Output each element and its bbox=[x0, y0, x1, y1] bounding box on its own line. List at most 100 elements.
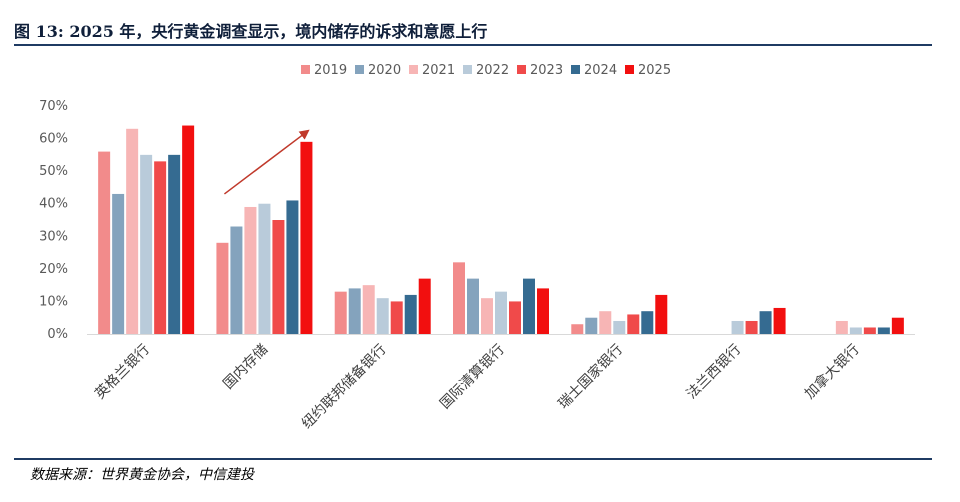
bar bbox=[835, 320, 848, 334]
bar bbox=[348, 288, 361, 334]
bar bbox=[849, 327, 862, 334]
title-divider bbox=[14, 44, 932, 46]
bar bbox=[613, 320, 626, 334]
bar bbox=[98, 151, 111, 334]
bar bbox=[863, 327, 876, 334]
bar bbox=[731, 320, 744, 334]
y-tick-label: 50% bbox=[39, 164, 68, 179]
bar bbox=[745, 320, 758, 334]
legend-item: 2023 bbox=[517, 63, 563, 78]
legend-swatch bbox=[463, 65, 472, 74]
bar bbox=[258, 203, 271, 334]
bar bbox=[453, 262, 465, 334]
bar bbox=[126, 128, 139, 334]
bars bbox=[98, 125, 904, 335]
bar bbox=[523, 278, 535, 334]
legend-label: 2022 bbox=[476, 63, 509, 78]
series-2025 bbox=[182, 125, 904, 335]
y-tick: 20% bbox=[39, 262, 68, 277]
legend-label: 2020 bbox=[368, 63, 401, 78]
legend-label: 2021 bbox=[422, 63, 455, 78]
y-tick-label: 40% bbox=[39, 197, 68, 212]
bar bbox=[599, 311, 612, 334]
bar bbox=[286, 200, 299, 334]
series-2022 bbox=[140, 154, 862, 334]
legend-swatch bbox=[571, 65, 580, 74]
legend-label: 2019 bbox=[314, 63, 347, 78]
bar bbox=[376, 298, 389, 334]
bar bbox=[655, 294, 668, 334]
bar bbox=[537, 288, 549, 334]
bar-chart: 2019 2020 2021 2022 2023 2024 2025 0% 10% 20% 30%… bbox=[39, 63, 915, 432]
legend-item: 2020 bbox=[355, 63, 401, 78]
bar bbox=[300, 141, 313, 334]
bar bbox=[216, 242, 229, 334]
page-title: 图 13: 2025 年，央行黄金调查显示，境内储存的诉求和意愿上行 bbox=[14, 22, 488, 41]
legend-swatch bbox=[517, 65, 526, 74]
y-tick-label: 70% bbox=[39, 99, 68, 114]
x-tick-label: 纽约联邦储备银行 bbox=[298, 341, 389, 432]
bar bbox=[627, 314, 640, 334]
legend-swatch bbox=[301, 65, 310, 74]
legend-swatch bbox=[355, 65, 364, 74]
legend-item: 2021 bbox=[409, 63, 455, 78]
bar bbox=[182, 125, 195, 335]
source-note: 数据来源：世界黄金协会，中信建投 bbox=[30, 467, 254, 483]
y-axis: 0% 10% 20% 30% 40% 50% 60% 70% bbox=[39, 99, 68, 342]
legend-item: 2024 bbox=[571, 63, 617, 78]
bar bbox=[773, 307, 786, 334]
bar bbox=[641, 311, 654, 334]
legend-item: 2022 bbox=[463, 63, 509, 78]
bar bbox=[571, 324, 584, 334]
bar bbox=[404, 294, 417, 334]
y-tick: 0% bbox=[47, 327, 68, 342]
x-axis: 英格兰银行 国内存储 纽约联邦储备银行 国际清算银行 瑞士国家银行 法兰西银行 加拿大银行 bbox=[87, 334, 915, 432]
x-tick-label: 加拿大银行 bbox=[801, 341, 863, 403]
trend-arrow bbox=[223, 129, 310, 195]
series-2023 bbox=[154, 161, 876, 334]
x-tick-label: 国内存储 bbox=[220, 342, 271, 393]
y-tick: 10% bbox=[39, 294, 68, 309]
series-2021 bbox=[126, 128, 848, 334]
x-tick-label: 瑞士国家银行 bbox=[555, 341, 626, 412]
bar bbox=[418, 278, 431, 334]
legend-item: 2019 bbox=[301, 63, 347, 78]
annotations bbox=[223, 129, 310, 195]
bar bbox=[877, 327, 890, 334]
bar bbox=[154, 161, 167, 334]
legend-label: 2023 bbox=[530, 63, 563, 78]
legend-label: 2025 bbox=[638, 63, 671, 78]
bar bbox=[334, 291, 347, 334]
bar bbox=[244, 206, 257, 334]
legend-item: 2025 bbox=[625, 63, 671, 78]
series-2019 bbox=[98, 151, 584, 334]
bar bbox=[390, 301, 403, 334]
legend-swatch bbox=[625, 65, 634, 74]
y-tick: 60% bbox=[39, 132, 68, 147]
y-tick-label: 0% bbox=[47, 327, 68, 342]
bar bbox=[481, 298, 493, 334]
bar bbox=[585, 317, 598, 334]
bar bbox=[467, 278, 479, 334]
y-tick-label: 20% bbox=[39, 262, 68, 277]
bar bbox=[230, 226, 243, 334]
y-tick: 70% bbox=[39, 99, 68, 114]
x-tick-label: 英格兰银行 bbox=[91, 341, 153, 403]
y-tick-label: 30% bbox=[39, 229, 68, 244]
y-tick: 30% bbox=[39, 229, 68, 244]
bar bbox=[362, 285, 375, 334]
bar bbox=[272, 220, 285, 334]
bar bbox=[168, 154, 181, 334]
y-tick: 40% bbox=[39, 197, 68, 212]
x-tick-label: 法兰西银行 bbox=[684, 342, 745, 403]
legend: 2019 2020 2021 2022 2023 2024 2025 bbox=[301, 63, 671, 78]
bar bbox=[891, 317, 904, 334]
series-2024 bbox=[168, 154, 890, 334]
x-tick-label: 国际清算银行 bbox=[437, 342, 508, 413]
legend-swatch bbox=[409, 65, 418, 74]
y-tick-label: 10% bbox=[39, 294, 68, 309]
y-tick-label: 60% bbox=[39, 132, 68, 147]
footer-divider bbox=[14, 458, 932, 460]
series-2020 bbox=[112, 193, 598, 334]
bar bbox=[112, 193, 125, 334]
